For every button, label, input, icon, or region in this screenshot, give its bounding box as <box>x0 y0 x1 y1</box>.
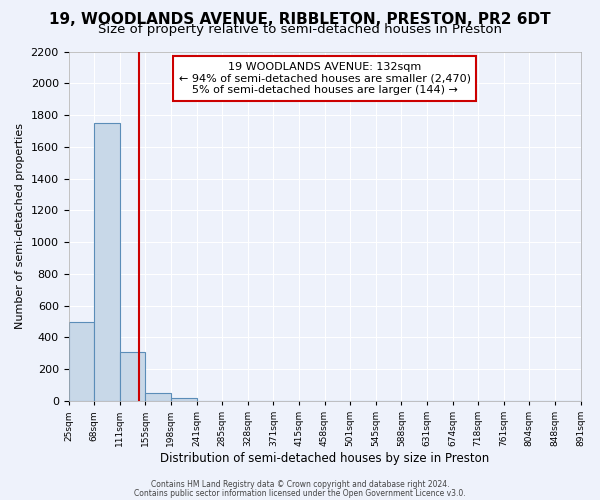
Bar <box>120 352 145 401</box>
Bar <box>68 322 94 401</box>
Text: 19, WOODLANDS AVENUE, RIBBLETON, PRESTON, PR2 6DT: 19, WOODLANDS AVENUE, RIBBLETON, PRESTON… <box>49 12 551 28</box>
X-axis label: Distribution of semi-detached houses by size in Preston: Distribution of semi-detached houses by … <box>160 452 489 465</box>
Text: Size of property relative to semi-detached houses in Preston: Size of property relative to semi-detach… <box>98 22 502 36</box>
Text: 19 WOODLANDS AVENUE: 132sqm
← 94% of semi-detached houses are smaller (2,470)
5%: 19 WOODLANDS AVENUE: 132sqm ← 94% of sem… <box>179 62 470 95</box>
Text: Contains public sector information licensed under the Open Government Licence v3: Contains public sector information licen… <box>134 488 466 498</box>
Bar <box>171 398 197 401</box>
Bar <box>94 123 120 401</box>
Y-axis label: Number of semi-detached properties: Number of semi-detached properties <box>15 124 25 330</box>
Text: Contains HM Land Registry data © Crown copyright and database right 2024.: Contains HM Land Registry data © Crown c… <box>151 480 449 489</box>
Bar <box>145 393 171 401</box>
